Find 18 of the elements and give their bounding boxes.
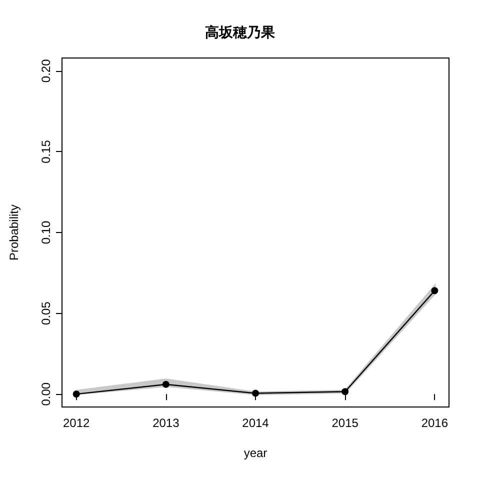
x-tick-label: 2013 (152, 416, 180, 430)
chart-title: 高坂穂乃果 (205, 24, 276, 40)
y-tick-label: 0.10 (39, 220, 53, 244)
x-tick-label: 2016 (421, 416, 448, 430)
point (252, 390, 259, 397)
point (162, 380, 170, 388)
point (342, 388, 349, 396)
x-axis-title: year (244, 446, 268, 460)
point (72, 390, 80, 398)
y-tick-label: 0.00 (39, 382, 53, 406)
y-tick-label: 0.20 (39, 58, 53, 83)
x-tick-label: 2014 (242, 416, 270, 430)
point (431, 287, 438, 294)
y-tick-label: 0.15 (39, 140, 53, 164)
x-tick-label: 2015 (332, 416, 359, 430)
x-tick-label: 2012 (62, 416, 90, 430)
y-axis-title: Probability (7, 204, 21, 261)
y-tick-label: 0.05 (39, 301, 53, 325)
